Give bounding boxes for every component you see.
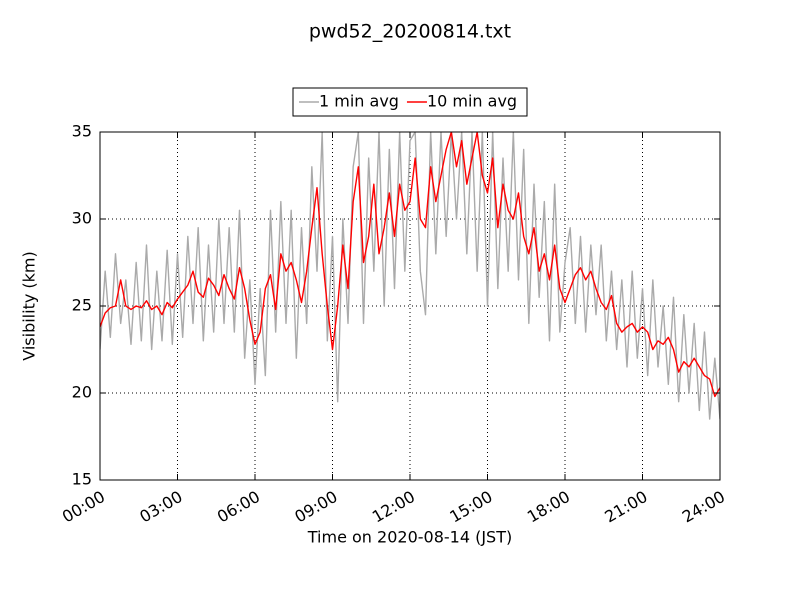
y-tick-label: 35 <box>72 122 92 141</box>
chart-title: pwd52_20200814.txt <box>309 21 511 43</box>
y-tick-label: 15 <box>72 470 92 489</box>
y-tick-label: 20 <box>72 383 92 402</box>
series-line <box>100 132 720 420</box>
y-axis-label: Visibility (km) <box>20 251 39 360</box>
plot-lines <box>100 132 720 420</box>
y-tick-label: 30 <box>72 209 92 228</box>
y-tick-label: 25 <box>72 296 92 315</box>
x-axis-label: Time on 2020-08-14 (JST) <box>307 528 512 547</box>
legend: 1 min avg 10 min avg <box>292 87 528 117</box>
legend-label: 10 min avg <box>427 92 517 111</box>
series-line <box>100 132 720 398</box>
legend-label: 1 min avg <box>319 92 399 111</box>
